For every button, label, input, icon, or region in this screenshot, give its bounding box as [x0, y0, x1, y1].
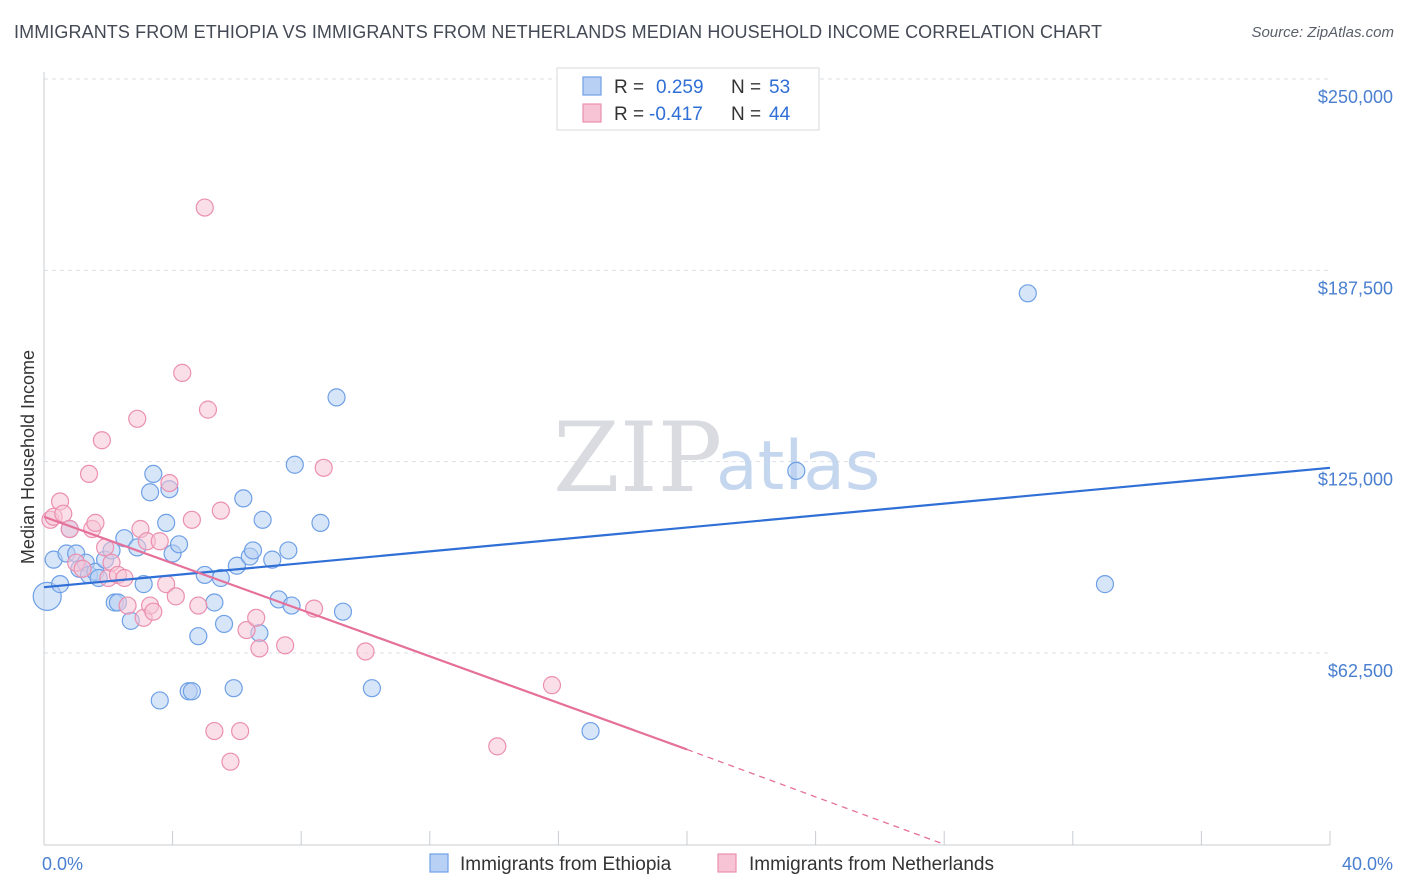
point-netherlands-33 — [221, 752, 240, 771]
point-ethiopia-22 — [157, 513, 176, 532]
x-tick-labels: 0.0% 40.0% — [42, 854, 1393, 874]
legend-n-value-1: 53 — [769, 77, 790, 98]
point-netherlands-26 — [166, 587, 185, 606]
point-netherlands-22 — [144, 602, 163, 621]
point-ethiopia-30 — [205, 593, 224, 612]
y-tick-label-1: $125,000 — [1318, 470, 1393, 490]
point-netherlands-34 — [231, 721, 250, 741]
point-netherlands-17 — [128, 409, 147, 428]
point-netherlands-30 — [198, 400, 218, 419]
point-ethiopia-52 — [1095, 575, 1115, 594]
trend-lines — [43, 466, 1331, 845]
point-ethiopia-51 — [1018, 284, 1037, 303]
point-ethiopia-46 — [327, 388, 346, 407]
trend-line-ethiopia — [43, 466, 1331, 589]
legend-swatch-ethiopia — [582, 76, 602, 96]
point-netherlands-40 — [314, 458, 333, 477]
y-tick-label-0: $62,500 — [1328, 661, 1393, 681]
point-ethiopia-28 — [189, 627, 208, 646]
point-netherlands-27 — [173, 363, 192, 382]
trend-line-netherlands — [43, 515, 688, 751]
point-ethiopia-45 — [311, 513, 330, 532]
source-label: Source: ZipAtlas.com — [1251, 24, 1394, 41]
point-netherlands-6 — [73, 559, 92, 578]
series-legend: Immigrants from Ethiopia Immigrants from… — [429, 853, 994, 875]
y-tick-label-3: $250,000 — [1318, 87, 1393, 107]
watermark: ZIP atlas — [553, 402, 880, 514]
point-ethiopia-21 — [150, 691, 169, 710]
legend-r-label-2: R = — [614, 104, 644, 125]
point-ethiopia-32 — [214, 614, 234, 634]
legend-n-value-2: 44 — [769, 104, 791, 125]
point-netherlands-3 — [54, 504, 73, 523]
x-tick-label-1: 40.0% — [1342, 854, 1393, 874]
point-netherlands-32 — [211, 501, 230, 520]
bottom-legend-label-ethiopia: Immigrants from Ethiopia — [460, 854, 672, 875]
point-ethiopia-37 — [243, 541, 263, 560]
bottom-legend-swatch-ethiopia — [429, 853, 449, 873]
point-netherlands-38 — [276, 636, 295, 655]
point-netherlands-37 — [250, 639, 269, 658]
legend-r-value-2: -0.417 — [649, 104, 703, 125]
y-axis-label: Median Household Income — [18, 350, 38, 564]
point-netherlands-41 — [356, 642, 375, 661]
point-netherlands-36 — [247, 608, 266, 627]
point-ethiopia-49 — [581, 721, 600, 741]
point-ethiopia-25 — [169, 535, 189, 554]
point-netherlands-10 — [92, 431, 111, 450]
point-ethiopia-50 — [787, 461, 806, 480]
point-ethiopia-40 — [263, 550, 282, 569]
bottom-legend-label-netherlands: Immigrants from Netherlands — [749, 854, 994, 875]
point-netherlands-29 — [189, 596, 208, 615]
chart-title: IMMIGRANTS FROM ETHIOPIA VS IMMIGRANTS F… — [14, 22, 1103, 42]
point-ethiopia-44 — [285, 455, 304, 474]
point-ethiopia-39 — [253, 510, 272, 529]
legend-r-label-1: R = — [614, 77, 644, 98]
point-netherlands-7 — [79, 464, 99, 484]
point-netherlands-43 — [542, 676, 562, 695]
point-netherlands-25 — [160, 473, 179, 493]
point-ethiopia-27 — [182, 682, 201, 701]
point-ethiopia-42 — [279, 541, 298, 560]
point-ethiopia-35 — [234, 489, 253, 508]
point-netherlands-35 — [237, 620, 256, 640]
point-netherlands-31 — [205, 721, 224, 741]
legend-swatch-netherlands — [582, 103, 602, 123]
point-netherlands-9 — [86, 513, 105, 532]
legend-n-label-2: N = — [731, 104, 761, 125]
legend-n-label-1: N = — [731, 77, 761, 98]
stats-legend: R = 0.259 N = 53 R = -0.417 N = 44 — [556, 67, 820, 131]
point-ethiopia-20 — [144, 464, 163, 484]
trend-line-netherlands-extension — [686, 748, 945, 845]
y-tick-labels: $62,500 $125,000 $187,500 $250,000 — [1318, 87, 1393, 681]
y-tick-label-2: $187,500 — [1318, 278, 1393, 298]
legend-r-value-1: 0.259 — [656, 77, 704, 98]
point-netherlands-15 — [115, 568, 134, 588]
point-netherlands-23 — [150, 532, 169, 551]
point-ethiopia-18 — [134, 575, 153, 594]
bottom-legend-swatch-netherlands — [717, 853, 737, 873]
watermark-zip: ZIP — [553, 402, 722, 514]
point-netherlands-16 — [118, 596, 137, 615]
point-ethiopia-19 — [140, 483, 160, 502]
point-ethiopia-33 — [224, 679, 243, 698]
point-ethiopia-48 — [362, 679, 382, 698]
x-tick-label-0: 0.0% — [42, 854, 83, 874]
point-netherlands-44 — [195, 198, 214, 217]
point-ethiopia-47 — [333, 602, 353, 621]
axes — [43, 72, 1331, 846]
point-netherlands-42 — [488, 737, 507, 756]
point-netherlands-28 — [182, 510, 201, 529]
